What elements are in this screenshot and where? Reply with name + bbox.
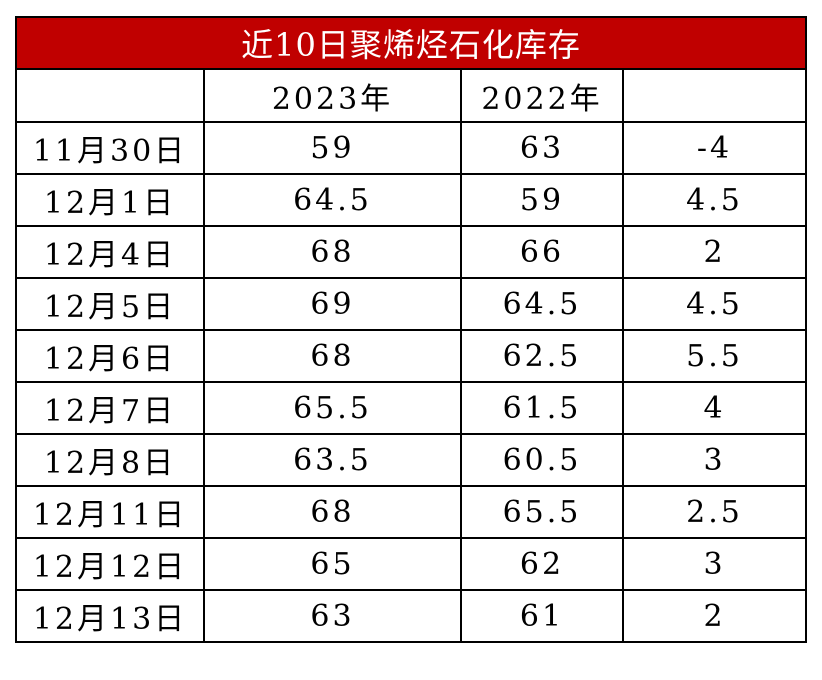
value-cell: 63.5 [203,433,462,487]
value-cell: 65.5 [460,485,624,539]
value-cell: 2.5 [621,485,808,539]
value-cell: 60.5 [460,433,624,487]
value-cell: 61 [460,589,624,643]
value-cell: 63 [460,121,624,175]
value-cell: 3 [621,537,808,591]
data-row: 12月5日 69 64.5 4.5 [15,277,808,331]
value-cell: 68 [203,225,462,279]
data-row: 12月12日 65 62 3 [15,537,808,591]
date-cell: 12月1日 [15,173,205,227]
empty-cell [621,68,808,123]
value-cell: 4 [621,381,808,435]
value-cell: 62.5 [460,329,624,383]
title-row: 近10日聚烯烃石化库存 [14,16,808,70]
empty-cell [15,68,205,123]
value-cell: 4.5 [621,277,808,331]
data-row: 12月8日 63.5 60.5 3 [15,433,808,487]
header-row: 2023年 2022年 [15,68,808,123]
date-cell: 12月7日 [15,381,205,435]
date-cell: 11月30日 [15,121,205,175]
data-row: 12月13日 63 61 2 [15,589,808,643]
value-cell: 3 [621,433,808,487]
data-row: 12月11日 68 65.5 2.5 [15,485,808,539]
date-cell: 12月5日 [15,277,205,331]
value-cell: 65.5 [203,381,462,435]
value-cell: 2 [621,225,808,279]
data-row: 12月1日 64.5 59 4.5 [15,173,808,227]
header-cell: 2022年 [460,68,624,123]
value-cell: 66 [460,225,624,279]
data-row: 12月7日 65.5 61.5 4 [15,381,808,435]
value-cell: 68 [203,485,462,539]
value-cell: 63 [203,589,462,643]
data-row: 12月4日 68 66 2 [15,225,808,279]
date-cell: 12月8日 [15,433,205,487]
table-title: 近10日聚烯烃石化库存 [14,16,808,70]
value-cell: 61.5 [460,381,624,435]
value-cell: 65 [203,537,462,591]
value-cell: 68 [203,329,462,383]
value-cell: -4 [621,121,808,175]
date-cell: 12月4日 [15,225,205,279]
value-cell: 64.5 [203,173,462,227]
value-cell: 64.5 [460,277,624,331]
value-cell: 59 [203,121,462,175]
date-cell: 12月6日 [15,329,205,383]
date-cell: 12月12日 [15,537,205,591]
value-cell: 59 [460,173,624,227]
value-cell: 62 [460,537,624,591]
data-row: 11月30日 59 63 -4 [15,121,808,175]
value-cell: 2 [621,589,808,643]
table-body: 近10日聚烯烃石化库存 2023年 2022年 11月30日 59 63 -4 12月1… [14,16,808,643]
value-cell: 5.5 [621,329,808,383]
date-cell: 12月13日 [15,589,205,643]
header-cell: 2023年 [203,68,462,123]
value-cell: 4.5 [621,173,808,227]
date-cell: 12月11日 [15,485,205,539]
data-row: 12月6日 68 62.5 5.5 [15,329,808,383]
value-cell: 69 [203,277,462,331]
inventory-table: 近10日聚烯烃石化库存 2023年 2022年 11月30日 59 63 -4 12月1… [14,16,808,643]
